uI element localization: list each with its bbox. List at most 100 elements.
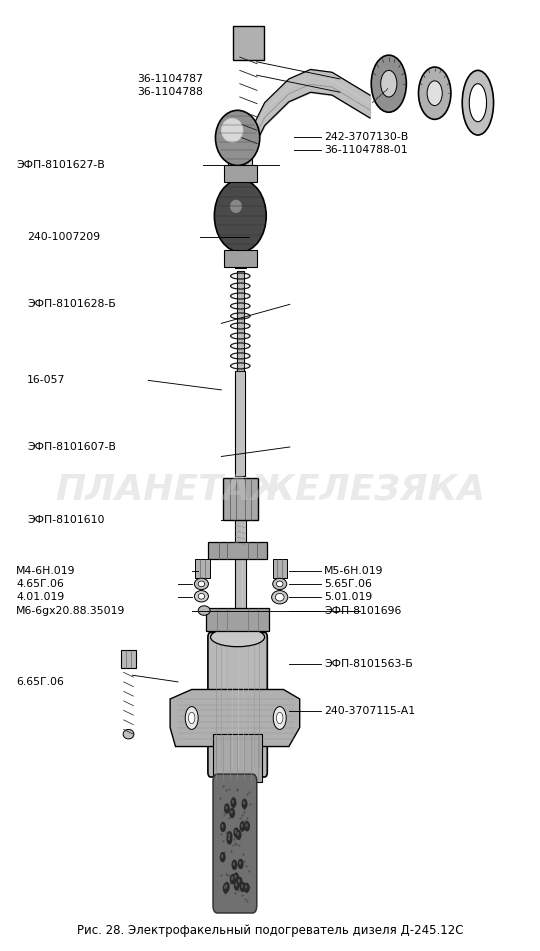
Ellipse shape xyxy=(194,591,208,602)
Circle shape xyxy=(241,799,247,809)
Text: 240-3707115-А1: 240-3707115-А1 xyxy=(324,707,415,716)
Ellipse shape xyxy=(214,180,266,252)
Circle shape xyxy=(232,860,238,870)
Text: 6.65Г.06: 6.65Г.06 xyxy=(16,677,64,687)
Text: 4.65Г.06: 4.65Г.06 xyxy=(16,579,64,589)
Ellipse shape xyxy=(275,593,284,601)
FancyBboxPatch shape xyxy=(206,608,269,631)
Text: ЭФП-8101610: ЭФП-8101610 xyxy=(27,515,105,525)
Circle shape xyxy=(235,829,237,833)
Ellipse shape xyxy=(221,119,243,143)
Ellipse shape xyxy=(381,70,397,97)
FancyBboxPatch shape xyxy=(223,478,258,520)
Circle shape xyxy=(239,861,241,864)
Circle shape xyxy=(222,883,228,894)
Circle shape xyxy=(225,805,227,809)
Circle shape xyxy=(232,800,234,804)
Circle shape xyxy=(237,832,239,836)
Circle shape xyxy=(276,712,283,724)
FancyBboxPatch shape xyxy=(122,650,136,668)
Circle shape xyxy=(231,876,233,880)
Circle shape xyxy=(273,707,286,729)
Ellipse shape xyxy=(418,67,451,120)
Circle shape xyxy=(231,798,237,808)
Text: М6-6gх20.88.35019: М6-6gх20.88.35019 xyxy=(16,606,126,615)
Ellipse shape xyxy=(273,578,287,590)
Circle shape xyxy=(221,854,223,858)
FancyBboxPatch shape xyxy=(273,559,287,578)
Text: М4-6Н.019: М4-6Н.019 xyxy=(16,566,76,575)
Circle shape xyxy=(237,877,242,887)
Circle shape xyxy=(229,807,235,818)
Text: 5.65Г.06: 5.65Г.06 xyxy=(324,579,372,589)
Bar xyxy=(237,271,244,371)
Circle shape xyxy=(220,852,226,863)
Ellipse shape xyxy=(276,581,283,587)
Circle shape xyxy=(221,825,224,828)
Circle shape xyxy=(224,885,226,889)
Ellipse shape xyxy=(194,578,208,590)
Bar xyxy=(224,165,256,182)
Circle shape xyxy=(233,827,239,838)
Ellipse shape xyxy=(372,55,407,112)
Circle shape xyxy=(230,874,236,884)
Circle shape xyxy=(228,833,230,837)
Circle shape xyxy=(228,837,230,841)
Ellipse shape xyxy=(215,110,260,165)
FancyBboxPatch shape xyxy=(213,734,262,782)
Circle shape xyxy=(226,834,232,844)
Circle shape xyxy=(233,872,239,883)
Bar xyxy=(235,235,246,268)
Ellipse shape xyxy=(462,70,494,135)
Circle shape xyxy=(224,882,230,892)
Circle shape xyxy=(188,712,195,724)
Ellipse shape xyxy=(198,581,205,587)
Circle shape xyxy=(246,824,248,827)
Text: ПЛАНЕТАЖЕЛЕЗЯКА: ПЛАНЕТАЖЕЛЕЗЯКА xyxy=(55,473,485,507)
Text: ЭФП-8101627-В: ЭФП-8101627-В xyxy=(16,160,105,169)
Circle shape xyxy=(235,829,241,840)
Bar xyxy=(235,613,246,637)
Text: 36-1104788: 36-1104788 xyxy=(138,87,204,97)
Circle shape xyxy=(235,883,237,886)
Circle shape xyxy=(243,801,245,805)
Circle shape xyxy=(238,879,240,883)
Ellipse shape xyxy=(230,200,242,213)
Circle shape xyxy=(240,882,246,892)
Circle shape xyxy=(245,885,247,889)
Circle shape xyxy=(185,707,198,729)
Circle shape xyxy=(225,884,227,888)
FancyBboxPatch shape xyxy=(208,542,267,559)
Text: 4.01.019: 4.01.019 xyxy=(16,592,64,602)
Circle shape xyxy=(231,810,233,814)
Bar xyxy=(235,518,246,547)
Circle shape xyxy=(233,862,235,865)
Circle shape xyxy=(238,859,244,869)
Bar xyxy=(228,141,252,190)
Polygon shape xyxy=(170,689,300,747)
Text: ЭФП-8101696: ЭФП-8101696 xyxy=(324,606,401,615)
Text: 5.01.019: 5.01.019 xyxy=(324,592,372,602)
FancyBboxPatch shape xyxy=(213,774,257,913)
Circle shape xyxy=(241,884,244,888)
Circle shape xyxy=(224,804,230,814)
Circle shape xyxy=(240,822,246,832)
Ellipse shape xyxy=(427,81,442,106)
Text: ЭФП-8101563-Б: ЭФП-8101563-Б xyxy=(324,659,413,669)
Circle shape xyxy=(241,824,243,827)
FancyBboxPatch shape xyxy=(208,632,267,777)
Text: Рис. 28. Электрофакельный подогреватель дизеля Д-245.12С: Рис. 28. Электрофакельный подогреватель … xyxy=(77,923,463,937)
Circle shape xyxy=(227,831,233,842)
Bar xyxy=(235,371,245,476)
Circle shape xyxy=(234,875,237,879)
Text: 36-1104788-01: 36-1104788-01 xyxy=(324,146,408,155)
Ellipse shape xyxy=(198,606,210,615)
Ellipse shape xyxy=(469,84,487,122)
Ellipse shape xyxy=(211,628,265,647)
Ellipse shape xyxy=(272,591,288,604)
FancyBboxPatch shape xyxy=(233,26,264,60)
Bar xyxy=(224,250,256,267)
Text: ЭФП-8101607-В: ЭФП-8101607-В xyxy=(27,442,116,452)
Circle shape xyxy=(244,883,249,893)
Bar xyxy=(235,547,246,613)
